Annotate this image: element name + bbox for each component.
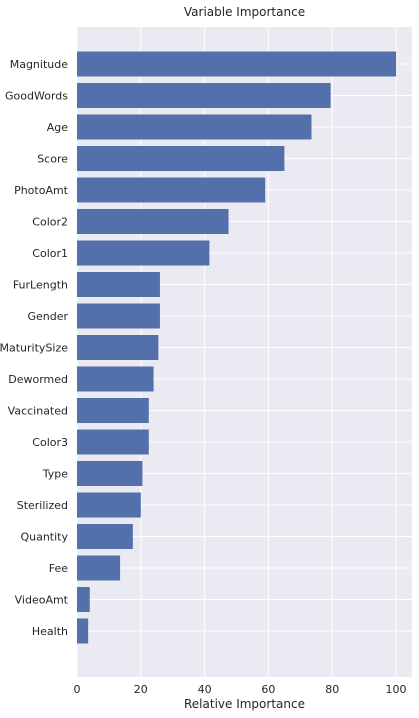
y-tick-label: Type — [42, 468, 68, 481]
bar-quantity — [77, 524, 133, 549]
y-tick-label: Sterilized — [17, 499, 68, 512]
bar-photoamt — [77, 177, 266, 203]
y-tick-label: Score — [37, 153, 68, 166]
x-tick-label: 100 — [386, 683, 407, 696]
bar-age — [77, 114, 312, 140]
y-tick-label: PhotoAmt — [14, 184, 69, 197]
bar-videoamt — [77, 587, 90, 612]
x-tick-label: 60 — [261, 683, 275, 696]
bar-maturitysize — [77, 335, 159, 360]
bar-health — [77, 618, 89, 644]
y-tick-label: Dewormed — [8, 373, 68, 386]
bar-gender — [77, 303, 160, 329]
x-axis-label: Relative Importance — [184, 697, 305, 711]
bar-magnitude — [77, 51, 397, 77]
y-tick-label: Gender — [27, 310, 68, 323]
bars — [77, 51, 397, 644]
y-tick-label: FurLength — [13, 279, 68, 292]
x-tick-labels: 0 20 40 60 80 100 — [74, 683, 407, 696]
chart-title: Variable Importance — [184, 5, 305, 19]
bar-type — [77, 461, 143, 486]
bar-fee — [77, 555, 121, 581]
y-tick-label: Age — [47, 121, 69, 134]
y-tick-label: Health — [32, 625, 68, 638]
x-tick-label: 40 — [198, 683, 212, 696]
y-tick-label: Color3 — [32, 436, 68, 449]
y-tick-label: MaturitySize — [0, 342, 68, 355]
y-tick-label: Vaccinated — [8, 405, 68, 418]
x-tick-label: 0 — [74, 683, 81, 696]
bar-color2 — [77, 209, 229, 234]
bar-goodwords — [77, 83, 331, 108]
x-tick-label: 80 — [325, 683, 339, 696]
x-tick-label: 20 — [134, 683, 148, 696]
y-tick-label: Fee — [49, 562, 68, 575]
bar-vaccinated — [77, 398, 149, 423]
y-tick-label: GoodWords — [5, 90, 68, 103]
bar-sterilized — [77, 492, 141, 518]
y-tick-label: VideoAmt — [15, 594, 69, 607]
bar-color3 — [77, 429, 149, 455]
y-tick-label: Color1 — [32, 247, 68, 260]
bar-score — [77, 146, 285, 171]
bar-furlength — [77, 272, 160, 297]
bar-color1 — [77, 240, 210, 266]
bar-dewormed — [77, 366, 154, 392]
y-tick-label: Color2 — [32, 216, 68, 229]
y-tick-labels: Magnitude GoodWords Age Score PhotoAmt Color2… — [0, 58, 69, 638]
y-tick-label: Quantity — [20, 531, 68, 544]
y-tick-label: Magnitude — [10, 58, 69, 71]
